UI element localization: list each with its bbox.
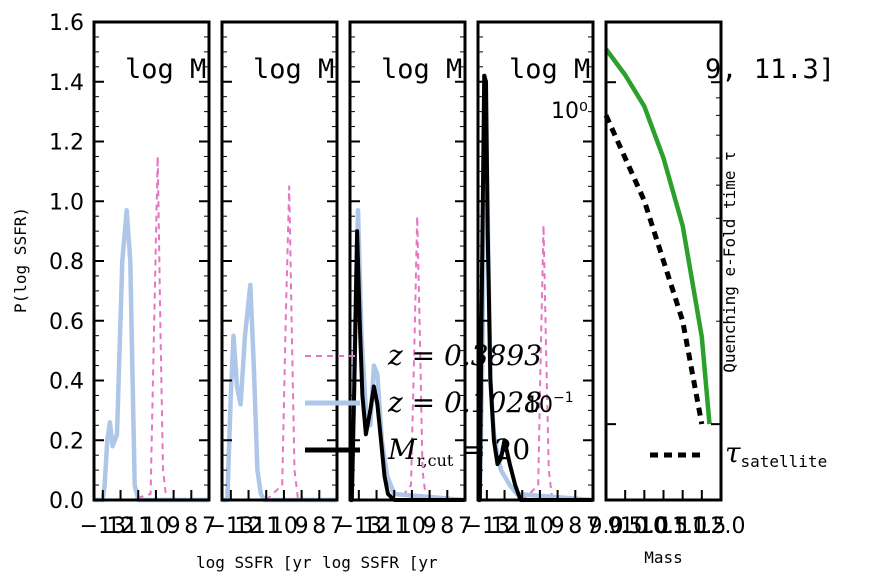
panel-title: log M bbox=[253, 54, 334, 85]
series-line bbox=[604, 47, 712, 425]
x-tick-label: 11.5 bbox=[677, 514, 726, 539]
series-line bbox=[349, 229, 465, 502]
series-line bbox=[477, 73, 593, 502]
x-tick-label: 10.0 bbox=[620, 514, 669, 539]
panel-frame bbox=[220, 20, 339, 502]
series-line bbox=[222, 185, 337, 501]
series-line bbox=[222, 282, 337, 503]
series-line bbox=[94, 207, 209, 503]
y-tick-label: 0.4 bbox=[49, 370, 84, 395]
series-line bbox=[478, 224, 593, 501]
y-tick-label: 0.6 bbox=[49, 310, 84, 335]
y-tick-label: 1.4 bbox=[49, 71, 84, 96]
x-tick-label: −13 bbox=[208, 514, 254, 539]
panel-title: log M bbox=[509, 54, 590, 85]
y-tick-label: 0.2 bbox=[49, 429, 84, 454]
x-tick-label: 12.0 bbox=[697, 514, 746, 539]
x-tick-label: −13 bbox=[464, 514, 510, 539]
series-line bbox=[350, 215, 465, 501]
x-tick-label: 11 bbox=[380, 514, 408, 539]
x-tick-label: −13 bbox=[80, 514, 126, 539]
x-tick-label: 9 bbox=[295, 514, 309, 539]
series-line bbox=[94, 155, 209, 501]
y-tick-label: 0.8 bbox=[49, 250, 84, 275]
series-line bbox=[603, 114, 705, 425]
x-tick-label: 11.0 bbox=[658, 514, 707, 539]
x-tick-label: 11 bbox=[252, 514, 280, 539]
y-tick-label: 1.0 bbox=[49, 190, 84, 215]
x-tick-label: 9 bbox=[551, 514, 565, 539]
y-axis-label: Quenching e-Fold time τ bbox=[720, 151, 739, 373]
y-axis-label: P(log SSFR) bbox=[11, 207, 30, 313]
y-tick-label: 0.0 bbox=[49, 489, 84, 514]
x-tick-label: 12 bbox=[363, 514, 391, 539]
panel-title: log M bbox=[381, 54, 462, 85]
x-tick-label: 10 bbox=[270, 514, 298, 539]
legend-label-z-0.3893: z = 0.3893 bbox=[387, 339, 542, 372]
x-tick-label: 11 bbox=[508, 514, 536, 539]
x-tick-label: 8 bbox=[184, 514, 198, 539]
x-tick-label: −13 bbox=[336, 514, 382, 539]
x-tick-label: 11 bbox=[124, 514, 152, 539]
overlay-y-tick-label: 10−1 bbox=[525, 390, 574, 418]
panel-title: log M bbox=[125, 54, 206, 85]
x-tick-label: 10.5 bbox=[639, 514, 688, 539]
legend-label-tau-satellite: τsatellite bbox=[725, 436, 827, 471]
panel-title: 9, 11.3] bbox=[705, 54, 835, 85]
x-tick-label: 7 bbox=[458, 514, 472, 539]
legend-label-mr-cut: Mr,cut = 20 bbox=[387, 433, 530, 470]
x-tick-label: 8 bbox=[440, 514, 454, 539]
panel-5: 10⁰ 9.09.510.010.511.011.512.0 Mass Quenchi… bbox=[551, 20, 835, 567]
x-tick-label: 9 bbox=[423, 514, 437, 539]
x-tick-label: 9.5 bbox=[608, 514, 643, 539]
x-axis-label: log SSFR [yr bbox=[196, 553, 312, 572]
x-tick-label: 12 bbox=[491, 514, 519, 539]
x-tick-label: 12 bbox=[107, 514, 135, 539]
x-tick-label: 10 bbox=[526, 514, 554, 539]
y-tick-label: 10⁰ bbox=[551, 99, 588, 124]
x-tick-label: 9.0 bbox=[589, 514, 624, 539]
legend: z = 0.3893 z = 0.1028 Mr,cut = 20 10−1 τ… bbox=[305, 339, 827, 471]
x-tick-label: 7 bbox=[586, 514, 600, 539]
x-tick-label: 9 bbox=[167, 514, 181, 539]
y-tick-label: 1.6 bbox=[49, 11, 84, 36]
x-tick-label: 8 bbox=[312, 514, 326, 539]
x-axis-label: Mass bbox=[644, 548, 683, 567]
x-tick-label: 7 bbox=[202, 514, 216, 539]
x-tick-label: 10 bbox=[142, 514, 170, 539]
x-tick-label: 8 bbox=[568, 514, 582, 539]
x-tick-label: 7 bbox=[330, 514, 344, 539]
x-axis-label: log SSFR [yr bbox=[322, 553, 438, 572]
legend-label-z-0.1028: z = 0.1028 bbox=[387, 386, 542, 419]
x-tick-label: 10 bbox=[398, 514, 426, 539]
y-tick-label: 1.2 bbox=[49, 131, 84, 156]
x-tick-label: 12 bbox=[235, 514, 263, 539]
